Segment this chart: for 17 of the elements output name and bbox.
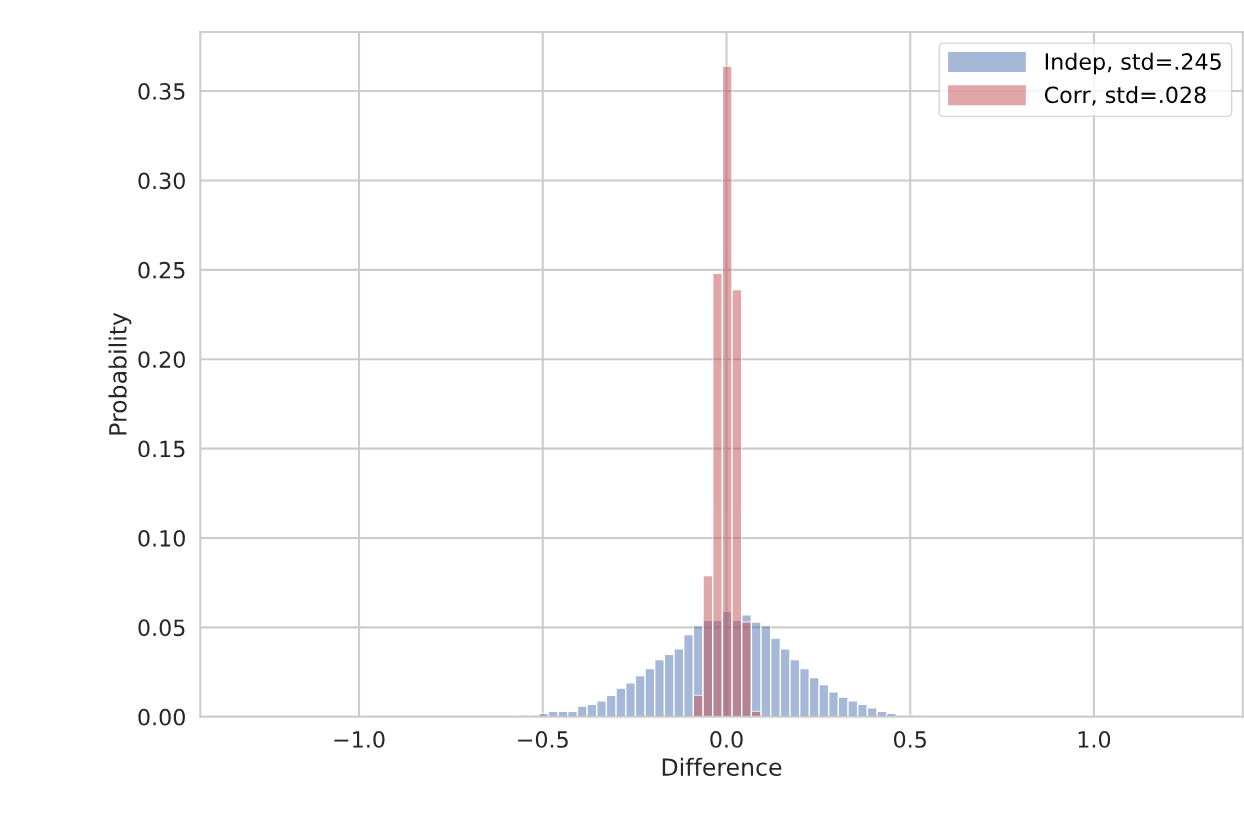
x-tick-label: 1.0 [1078, 731, 1111, 748]
x-tick-label: −0.5 [518, 731, 568, 748]
y-tick-label: 0.15 [138, 440, 185, 458]
y-tick-label: 0.20 [138, 351, 185, 368]
x-axis-title: Difference [662, 757, 782, 777]
y-tick-label: 0.30 [138, 172, 185, 190]
y-tick-label: 0.35 [138, 83, 185, 100]
y-tick-label: 0.05 [138, 619, 185, 637]
y-tick-label: 0.25 [138, 261, 185, 279]
y-axis-title: Probability [108, 312, 132, 435]
legend-label: Indep, std=.245 [1045, 52, 1221, 75]
y-tick-label: 0.10 [138, 529, 185, 547]
y-tick-label: 0.00 [138, 708, 185, 726]
x-tick-label: 0.5 [894, 731, 926, 748]
x-tick-label: 0.0 [710, 731, 743, 748]
legend-label: Corr, std=.028 [1044, 86, 1206, 106]
x-tick-label: −1.0 [334, 731, 385, 748]
